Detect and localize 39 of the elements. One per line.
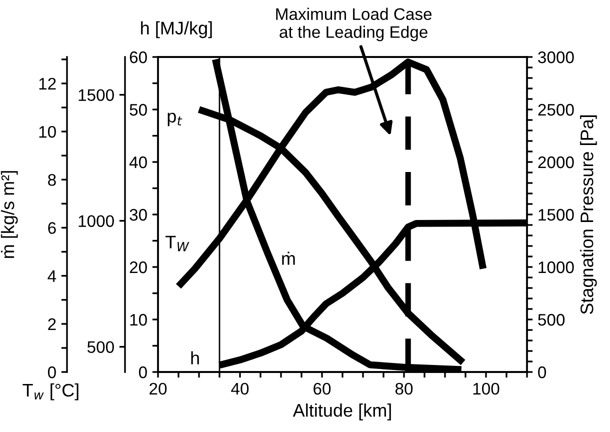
- y-tick-label: 10: [39, 126, 56, 138]
- y3-tick-label: 1000: [78, 215, 114, 228]
- y-tick-label: 10: [130, 314, 147, 326]
- y-tick-label: 30: [130, 208, 147, 221]
- x-tick-label: 20: [150, 382, 167, 395]
- y3-axis-title: T$_{w}$ [°C]: [22, 383, 78, 400]
- y-tick-label: 0: [138, 366, 147, 378]
- y2-tick-label: 2500: [538, 104, 574, 116]
- y-tick-label: 60: [130, 51, 147, 64]
- y2-tick-label: 3000: [538, 51, 574, 64]
- y-tick-label: 20: [130, 261, 147, 274]
- y2-tick-label: 0: [538, 366, 546, 378]
- y2-tick-label: 1500: [538, 208, 574, 221]
- series-label: T$_{W}$: [166, 236, 190, 252]
- series-label: h: [191, 351, 199, 364]
- y-tick-label: 6: [48, 222, 56, 234]
- y3-tick-label: 500: [87, 341, 114, 354]
- x-tick-label: 100: [473, 382, 500, 395]
- y2-tick-label: 500: [538, 314, 565, 326]
- y-axis-title: ṁ [kg/s m²]: [0, 171, 18, 258]
- y-tick-label: 8: [48, 174, 56, 186]
- series-label: ṁ: [282, 252, 295, 265]
- x-axis-title: Altitude [km]: [292, 404, 391, 420]
- y-tick-label: 4: [48, 270, 56, 282]
- series-label: p$_{t}$: [168, 112, 182, 126]
- y-tick-label: 2: [48, 318, 56, 330]
- x-tick-label: 60: [314, 382, 331, 395]
- y-tick-label: 50: [130, 104, 147, 116]
- y-axis-title: h [MJ/kg]: [141, 21, 212, 38]
- y-tick-label: 12: [39, 78, 56, 90]
- x-tick-label: 40: [231, 382, 249, 395]
- y2-tick-label: 2000: [538, 156, 574, 168]
- y2-tick-label: 1000: [538, 261, 574, 274]
- y2-axis-title: Stagnation Pressure [Pa]: [580, 115, 597, 314]
- y3-tick-label: 1500: [78, 89, 114, 102]
- text: Maximum Load Case at the Leading Edge: [276, 8, 432, 42]
- x-tick-label: 80: [395, 382, 413, 395]
- y-tick-label: 0: [48, 366, 56, 378]
- y-tick-label: 40: [129, 156, 147, 168]
